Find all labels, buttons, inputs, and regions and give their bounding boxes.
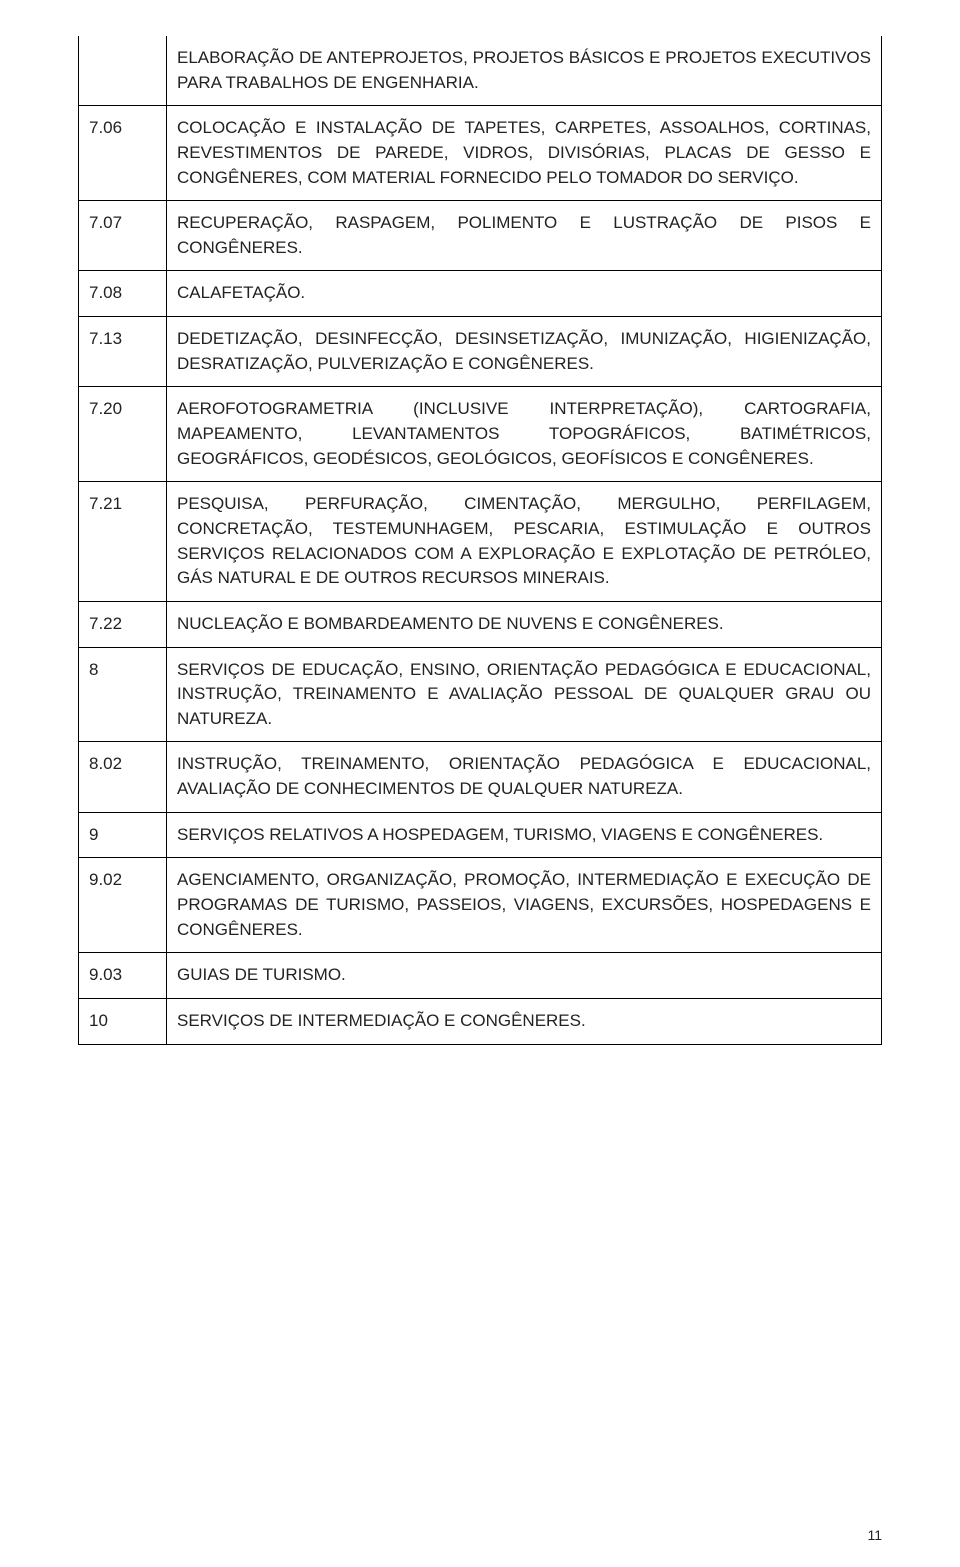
code-cell: 7.06 — [79, 106, 167, 201]
codes-table-body: ELABORAÇÃO DE ANTEPROJETOS, PROJETOS BÁS… — [79, 36, 882, 1044]
code-cell-empty — [79, 36, 167, 106]
code-cell: 7.21 — [79, 482, 167, 602]
description-cell: SERVIÇOS RELATIVOS A HOSPEDAGEM, TURISMO… — [167, 812, 882, 858]
description-cell: AEROFOTOGRAMETRIA (INCLUSIVE INTERPRETAÇ… — [167, 387, 882, 482]
code-cell: 7.13 — [79, 317, 167, 387]
table-row: 10 SERVIÇOS DE INTERMEDIAÇÃO E CONGÊNERE… — [79, 998, 882, 1044]
description-cell: SERVIÇOS DE EDUCAÇÃO, ENSINO, ORIENTAÇÃO… — [167, 647, 882, 742]
table-row: 7.13 DEDETIZAÇÃO, DESINFECÇÃO, DESINSETI… — [79, 317, 882, 387]
description-cell: NUCLEAÇÃO E BOMBARDEAMENTO DE NUVENS E C… — [167, 601, 882, 647]
description-cell: PESQUISA, PERFURAÇÃO, CIMENTAÇÃO, MERGUL… — [167, 482, 882, 602]
code-cell: 10 — [79, 998, 167, 1044]
table-row: ELABORAÇÃO DE ANTEPROJETOS, PROJETOS BÁS… — [79, 36, 882, 106]
table-row: 7.07 RECUPERAÇÃO, RASPAGEM, POLIMENTO E … — [79, 201, 882, 271]
code-cell: 8.02 — [79, 742, 167, 812]
code-cell: 8 — [79, 647, 167, 742]
table-row: 7.20 AEROFOTOGRAMETRIA (INCLUSIVE INTERP… — [79, 387, 882, 482]
page: ELABORAÇÃO DE ANTEPROJETOS, PROJETOS BÁS… — [0, 0, 960, 1567]
description-cell: DEDETIZAÇÃO, DESINFECÇÃO, DESINSETIZAÇÃO… — [167, 317, 882, 387]
description-cell: INSTRUÇÃO, TREINAMENTO, ORIENTAÇÃO PEDAG… — [167, 742, 882, 812]
codes-table: ELABORAÇÃO DE ANTEPROJETOS, PROJETOS BÁS… — [78, 36, 882, 1045]
description-cell: GUIAS DE TURISMO. — [167, 953, 882, 999]
description-cell: RECUPERAÇÃO, RASPAGEM, POLIMENTO E LUSTR… — [167, 201, 882, 271]
table-row: 7.06 COLOCAÇÃO E INSTALAÇÃO DE TAPETES, … — [79, 106, 882, 201]
page-number: 11 — [867, 1527, 882, 1543]
table-row: 7.08 CALAFETAÇÃO. — [79, 271, 882, 317]
table-row: 7.21 PESQUISA, PERFURAÇÃO, CIMENTAÇÃO, M… — [79, 482, 882, 602]
description-cell: SERVIÇOS DE INTERMEDIAÇÃO E CONGÊNERES. — [167, 998, 882, 1044]
description-cell-header: ELABORAÇÃO DE ANTEPROJETOS, PROJETOS BÁS… — [167, 36, 882, 106]
table-row: 8 SERVIÇOS DE EDUCAÇÃO, ENSINO, ORIENTAÇ… — [79, 647, 882, 742]
code-cell: 7.08 — [79, 271, 167, 317]
code-cell: 7.20 — [79, 387, 167, 482]
code-cell: 9.02 — [79, 858, 167, 953]
code-cell: 7.22 — [79, 601, 167, 647]
code-cell: 7.07 — [79, 201, 167, 271]
description-cell: CALAFETAÇÃO. — [167, 271, 882, 317]
table-row: 7.22 NUCLEAÇÃO E BOMBARDEAMENTO DE NUVEN… — [79, 601, 882, 647]
table-row: 8.02 INSTRUÇÃO, TREINAMENTO, ORIENTAÇÃO … — [79, 742, 882, 812]
description-cell: COLOCAÇÃO E INSTALAÇÃO DE TAPETES, CARPE… — [167, 106, 882, 201]
table-row: 9.02 AGENCIAMENTO, ORGANIZAÇÃO, PROMOÇÃO… — [79, 858, 882, 953]
code-cell: 9 — [79, 812, 167, 858]
table-row: 9.03 GUIAS DE TURISMO. — [79, 953, 882, 999]
table-row: 9 SERVIÇOS RELATIVOS A HOSPEDAGEM, TURIS… — [79, 812, 882, 858]
description-cell: AGENCIAMENTO, ORGANIZAÇÃO, PROMOÇÃO, INT… — [167, 858, 882, 953]
code-cell: 9.03 — [79, 953, 167, 999]
